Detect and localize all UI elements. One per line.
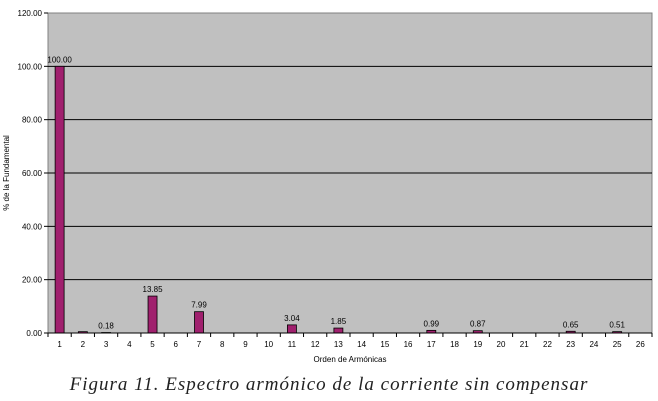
y-tick-label: 40.00: [22, 222, 43, 231]
x-tick-label: 3: [104, 340, 109, 349]
x-tick-label: 10: [264, 340, 273, 349]
x-tick-label: 6: [174, 340, 179, 349]
bar-harmonic-13: [333, 327, 344, 334]
x-tick-label: 16: [404, 340, 413, 349]
x-tick-label: 17: [427, 340, 436, 349]
x-tick-label: 7: [197, 340, 202, 349]
data-label-harmonic-1: 100.00: [47, 55, 72, 64]
x-tick-label: 13: [334, 340, 343, 349]
x-tick-label: 24: [589, 340, 598, 349]
y-tick-label: 120.00: [18, 9, 43, 18]
y-tick-label: 100.00: [18, 62, 43, 71]
data-label-harmonic-23: 0.65: [563, 320, 579, 329]
gridlines: [48, 65, 652, 281]
data-label-harmonic-7: 7.99: [191, 301, 207, 310]
data-label-harmonic-13: 1.85: [331, 317, 347, 326]
x-tick-label: 1: [57, 340, 62, 349]
data-label-harmonic-19: 0.87: [470, 320, 486, 329]
bar-harmonic-1: [54, 65, 65, 334]
data-label-harmonic-17: 0.99: [424, 319, 440, 328]
x-tick-label: 22: [543, 340, 552, 349]
y-axis-ticks: 0.00 20.00 40.00 60.00 80.00 100.00 120.00: [18, 9, 48, 338]
data-label-harmonic-11: 3.04: [284, 314, 300, 323]
data-label-harmonic-5: 13.85: [143, 285, 164, 294]
x-tick-label: 18: [450, 340, 459, 349]
y-axis-title: % de la Fundamental: [2, 135, 11, 211]
x-tick-label: 4: [127, 340, 132, 349]
figure-caption: Figura 11. Espectro armónico de la corri…: [69, 374, 589, 395]
x-tick-label: 23: [566, 340, 575, 349]
x-tick-label: 9: [243, 340, 248, 349]
x-tick-label: 2: [81, 340, 86, 349]
x-tick-label: 20: [497, 340, 506, 349]
x-axis-ticks: 1 2 3 4 5 6 7 8 9 10 11 12 13 14 15 16 17 18 19 20 21 22 23 24 2…: [47, 333, 653, 349]
x-tick-label: 25: [613, 340, 622, 349]
bar-harmonic-5: [147, 295, 158, 334]
x-tick-label: 8: [220, 340, 225, 349]
y-tick-label: 60.00: [22, 169, 43, 178]
x-tick-label: 15: [380, 340, 389, 349]
x-tick-label: 5: [150, 340, 155, 349]
bar-harmonic-7: [194, 311, 204, 334]
x-tick-label: 11: [288, 340, 297, 349]
x-axis-title: Orden de Armónicas: [314, 355, 387, 364]
y-tick-label: 0.00: [26, 329, 42, 338]
y-tick-label: 20.00: [22, 276, 43, 285]
x-tick-label: 14: [357, 340, 366, 349]
x-tick-label: 26: [636, 340, 645, 349]
x-tick-label: 19: [473, 340, 482, 349]
x-tick-label: 21: [520, 340, 529, 349]
data-label-harmonic-3: 0.18: [98, 322, 114, 331]
y-tick-label: 80.00: [22, 116, 43, 125]
bar-harmonic-11: [287, 324, 297, 334]
data-label-harmonic-25: 0.51: [609, 321, 625, 330]
data-labels: 100.00 0.18 13.85 7.99 3.04 1.85 0.99 0.87 0.65 0…: [47, 55, 625, 330]
x-tick-label: 12: [311, 340, 320, 349]
